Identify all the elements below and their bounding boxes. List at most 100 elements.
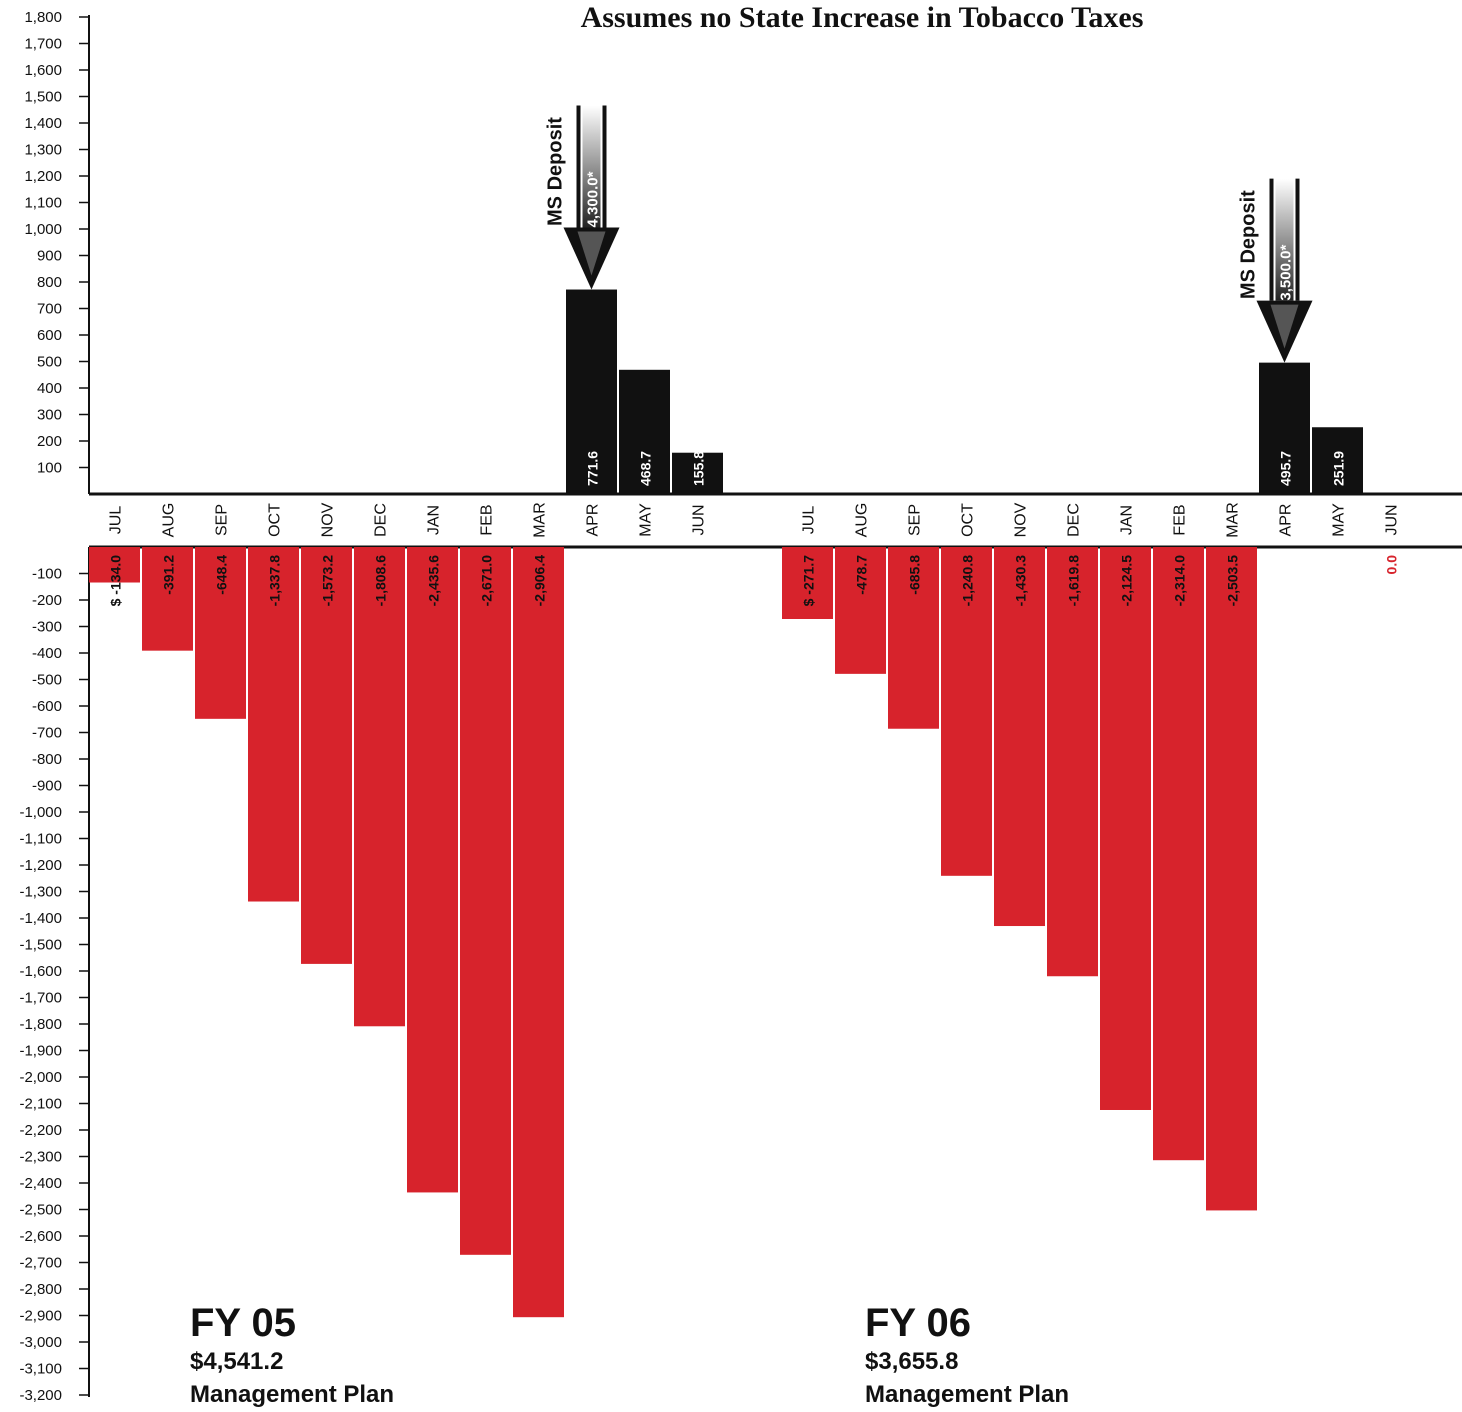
- value-label: $ -271.7: [801, 555, 817, 607]
- month-label: OCT: [960, 503, 977, 537]
- fiscal-year-amount: $3,655.8: [865, 1348, 958, 1375]
- y-tick-label: -3,200: [19, 1387, 62, 1404]
- y-tick-label: -400: [32, 645, 62, 662]
- month-label: JUL: [108, 506, 125, 535]
- y-tick-label: 1,400: [24, 115, 62, 132]
- value-label: -1,808.6: [373, 555, 389, 607]
- bar: [248, 547, 299, 902]
- labels: JUL $ -134.0 AUG -391.2 SEP -648.4 OCT -1,337.8…: [108, 451, 1401, 607]
- deposit-label: MS Deposit: [1238, 190, 1260, 299]
- y-tick-label: -2,400: [19, 1175, 62, 1192]
- bar: [941, 547, 992, 876]
- fiscal-year-title: FY 05: [190, 1301, 296, 1345]
- month-label: DEC: [1066, 503, 1083, 537]
- month-label: MAY: [1331, 503, 1348, 537]
- y-tick-label: -2,800: [19, 1281, 62, 1298]
- fiscal-year-amount: $4,541.2: [190, 1348, 283, 1375]
- value-label: -1,240.8: [960, 555, 976, 607]
- y-tick-label: -2,900: [19, 1308, 62, 1325]
- y-tick-label: -2,600: [19, 1228, 62, 1245]
- y-tick-label: -1,500: [19, 937, 62, 954]
- y-tick-label: 700: [37, 301, 62, 318]
- value-label: -1,619.8: [1066, 555, 1082, 607]
- y-tick-label: 1,100: [24, 195, 62, 212]
- month-label: FEB: [1172, 504, 1189, 535]
- y-tick-label: 1,000: [24, 221, 62, 238]
- y-tick-label: -500: [32, 672, 62, 689]
- bar: [142, 547, 193, 651]
- value-label: 771.6: [585, 451, 601, 486]
- bar: [1153, 547, 1204, 1161]
- bar: [619, 369, 670, 494]
- month-label: AUG: [854, 503, 871, 538]
- bar: [835, 547, 886, 674]
- value-label: -391.2: [161, 555, 177, 595]
- value-label: -1,430.3: [1013, 555, 1029, 607]
- bar: [301, 547, 352, 964]
- y-tick-label: -3,000: [19, 1334, 62, 1351]
- y-tick-label: -900: [32, 778, 62, 795]
- month-label: NOV: [320, 502, 337, 537]
- y-tick-label: 600: [37, 327, 62, 344]
- month-label: APR: [585, 504, 602, 537]
- month-label: JAN: [426, 505, 443, 535]
- bar: [672, 452, 723, 494]
- arrow-head-inner: [1270, 304, 1299, 349]
- bar: [354, 547, 405, 1027]
- deposit-amount: 3,500.0*: [1278, 245, 1295, 301]
- bars: [89, 289, 1363, 1318]
- month-label: FEB: [479, 504, 496, 535]
- value-label: 495.7: [1278, 451, 1294, 486]
- value-label: -685.8: [907, 555, 923, 595]
- y-tick-label: -2,300: [19, 1149, 62, 1166]
- value-label: 155.8: [691, 451, 707, 486]
- y-tick-label: 900: [37, 248, 62, 265]
- fiscal-year-title: FY 06: [865, 1301, 971, 1345]
- y-tick-label: 400: [37, 380, 62, 397]
- y-tick-label: -3,100: [19, 1361, 62, 1378]
- bar: [994, 547, 1045, 927]
- month-label: JUN: [691, 504, 708, 535]
- month-label: OCT: [267, 503, 284, 537]
- month-label: JUN: [1384, 504, 1401, 535]
- month-label: JAN: [1119, 505, 1136, 535]
- value-label: -2,906.4: [532, 555, 548, 607]
- bar: [888, 547, 939, 729]
- value-label: -478.7: [854, 555, 870, 595]
- y-tick-label: -1,300: [19, 884, 62, 901]
- value-label: -1,573.2: [320, 555, 336, 607]
- y-tick-label: -1,100: [19, 831, 62, 848]
- arrow-shaft-fill: [582, 105, 601, 228]
- bar: [1259, 362, 1310, 494]
- y-tick-label: 800: [37, 274, 62, 291]
- y-tick-label: 300: [37, 407, 62, 424]
- month-label: AUG: [161, 503, 178, 538]
- month-label: NOV: [1013, 502, 1030, 537]
- bar: [1206, 547, 1257, 1211]
- y-tick-label: -1,900: [19, 1043, 62, 1060]
- y-tick-label: 500: [37, 354, 62, 371]
- month-label: JUL: [801, 506, 818, 535]
- y-tick-label: -2,200: [19, 1122, 62, 1139]
- month-label: SEP: [907, 504, 924, 536]
- y-tick-label: -600: [32, 698, 62, 715]
- bar: [513, 547, 564, 1318]
- y-tick-label: -1,700: [19, 990, 62, 1007]
- y-tick-label: -200: [32, 592, 62, 609]
- value-label: -2,435.6: [426, 555, 442, 607]
- y-tick-label: -1,600: [19, 963, 62, 980]
- deposit-arrow: 4,300.0* MS Deposit: [545, 105, 620, 290]
- value-label: 251.9: [1331, 451, 1347, 486]
- arrow-shaft-fill: [1275, 178, 1294, 301]
- value-label: -2,503.5: [1225, 555, 1241, 607]
- y-tick-label: 1,600: [24, 62, 62, 79]
- y-tick-label: 1,700: [24, 36, 62, 53]
- y-tick-label: -2,000: [19, 1069, 62, 1086]
- y-tick-label: -2,100: [19, 1096, 62, 1113]
- bar: [782, 547, 833, 620]
- bar: [566, 289, 617, 494]
- deposit-amount: 4,300.0*: [585, 171, 602, 227]
- axes: 1,800 1,700 1,600 1,500 1,400 1,300 1,200 1,100…: [19, 9, 1462, 1404]
- y-tick-label: -1,400: [19, 910, 62, 927]
